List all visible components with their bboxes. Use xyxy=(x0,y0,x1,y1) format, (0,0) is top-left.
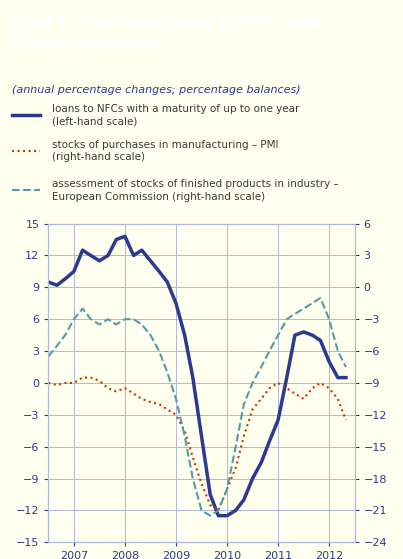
Text: assessment of stocks of finished products in industry –
European Commission (rig: assessment of stocks of finished product… xyxy=(52,179,339,202)
Text: loans to NFCs with a maturity of up to one year
(left-hand scale): loans to NFCs with a maturity of up to o… xyxy=(52,104,300,126)
Text: Chart C Short-term loans to NFCs and
leading indicators: Chart C Short-term loans to NFCs and lea… xyxy=(8,15,320,50)
Text: stocks of purchases in manufacturing – PMI
(right-hand scale): stocks of purchases in manufacturing – P… xyxy=(52,140,279,162)
Text: (annual percentage changes; percentage balances): (annual percentage changes; percentage b… xyxy=(12,85,301,94)
